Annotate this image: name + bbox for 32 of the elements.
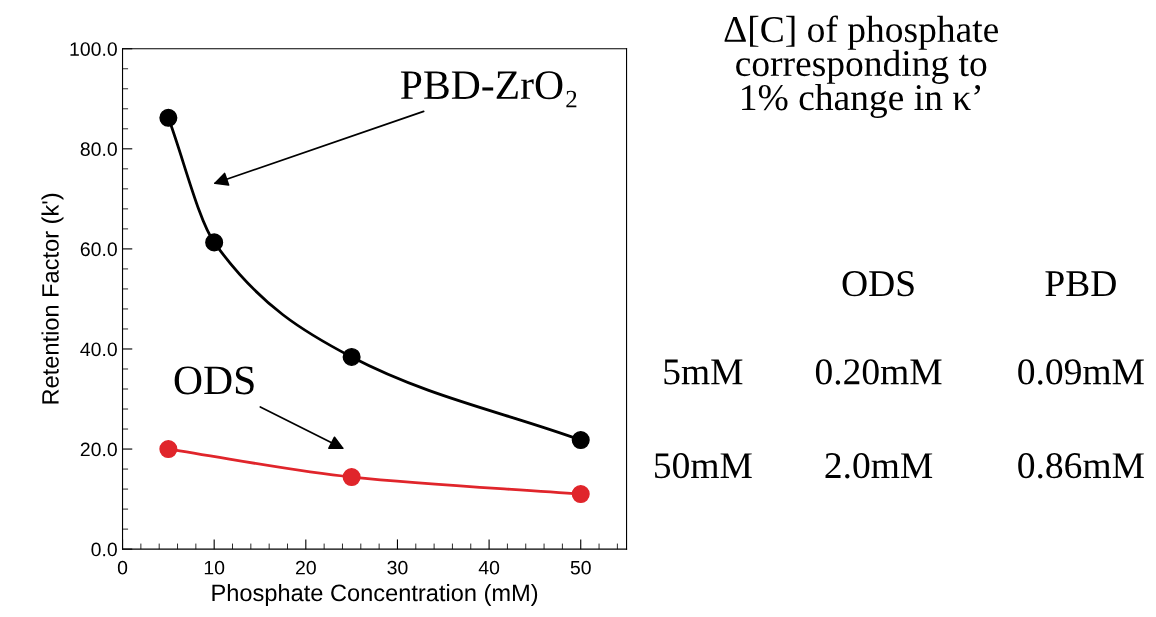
point xyxy=(205,233,224,252)
point xyxy=(571,485,590,504)
series-label: ODS xyxy=(174,366,254,395)
text: ODS xyxy=(842,271,914,297)
point xyxy=(159,108,178,127)
text: 5mM xyxy=(664,359,743,385)
point xyxy=(342,347,361,367)
text: 0.86mM xyxy=(1018,453,1144,479)
text: Δ[C] of phosphate corresponding to 1% change in κ’ xyxy=(724,15,998,119)
x-tick-label: 10 xyxy=(204,560,225,575)
x-tick-label: 0 xyxy=(117,560,128,575)
y-tick-label: 80.0 xyxy=(80,142,117,157)
text: PBD-ZrO₂ xyxy=(400,71,577,108)
x-tick-label: 40 xyxy=(478,560,500,575)
text: PBD xyxy=(1045,271,1116,297)
y-axis-title: Retention Factor (k') xyxy=(41,193,64,404)
text: 2.0mM xyxy=(825,453,933,479)
y-tick-label: 40.0 xyxy=(80,342,117,357)
text: 0.20mM xyxy=(815,359,942,385)
x-tick-label: 20 xyxy=(295,560,316,575)
x-tick-label: 50 xyxy=(570,560,591,575)
y-tick-label: 100.0 xyxy=(70,42,117,56)
text: 50mM xyxy=(655,453,752,479)
x-tick-label: 30 xyxy=(387,560,408,575)
point xyxy=(571,431,590,450)
y-tick-label: 60.0 xyxy=(80,242,117,257)
y-tick-label: 20.0 xyxy=(80,442,117,457)
y-tick-label: 0.0 xyxy=(91,542,117,557)
text: 0.09mM xyxy=(1018,359,1144,385)
point xyxy=(159,440,178,459)
point xyxy=(342,468,361,487)
x-axis-title: Phosphate Concentration (mM) xyxy=(212,583,538,606)
